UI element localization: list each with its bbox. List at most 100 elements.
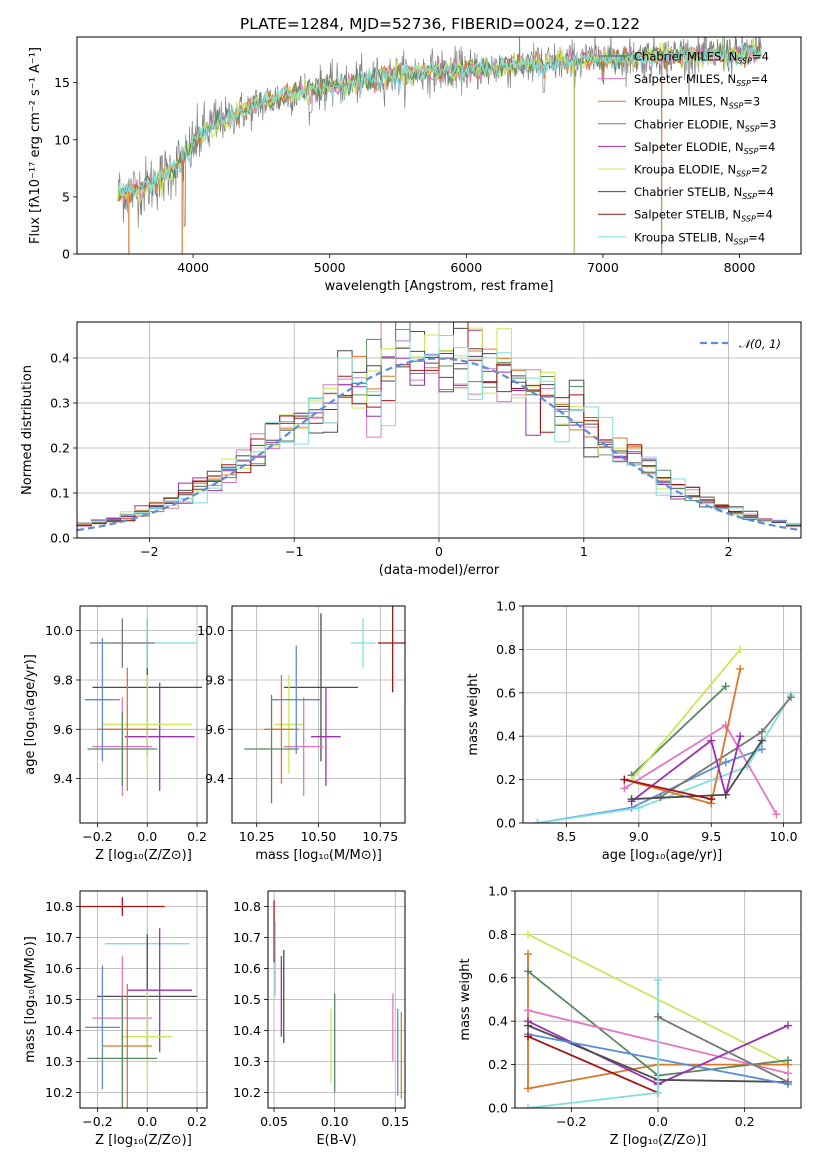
series-point bbox=[524, 1006, 532, 1015]
legend-sub: SSP bbox=[734, 237, 749, 246]
plot-area bbox=[533, 645, 795, 823]
legend-sub: SSP bbox=[745, 124, 760, 133]
legend-eq: = bbox=[751, 163, 761, 177]
panel-mass_weight_vs_age: 8.5 9.0 9.5 10.0 0.0 0.2 0.4 0.6 0.8 1.0 age [log₁… bbox=[466, 599, 802, 863]
axes-frame bbox=[79, 605, 208, 824]
series-point bbox=[524, 1104, 532, 1108]
x-tick-label: −1 bbox=[285, 544, 303, 559]
y-tick-label: 10.7 bbox=[45, 930, 73, 945]
y-tick-label: 10.5 bbox=[45, 992, 73, 1007]
panel-spectrum: 4000 5000 6000 7000 8000 0 5 10 15 wavelength [An… bbox=[28, 36, 802, 294]
legend-sub: SSP bbox=[744, 147, 759, 156]
series-point bbox=[736, 645, 745, 654]
y-tick-label: 10.8 bbox=[45, 899, 73, 914]
series-point bbox=[627, 775, 636, 784]
x-tick-label: −2 bbox=[140, 544, 158, 559]
legend-label: Salpeter STELIB, NSSP=4 bbox=[634, 208, 773, 224]
x-axis-label: Z [log₁₀(Z/Z⊙)] bbox=[95, 848, 192, 863]
legend-model-name: Chabrier ELODIE bbox=[634, 117, 729, 131]
y-tick-label: 9.4 bbox=[205, 771, 225, 786]
histogram-step bbox=[77, 322, 801, 538]
y-tick-label: 10.2 bbox=[233, 1085, 261, 1100]
y-axis-label: mass weight bbox=[458, 958, 473, 1040]
legend-label: Kroupa MILES, NSSP=3 bbox=[634, 95, 760, 111]
series-point bbox=[757, 727, 766, 736]
legend-sub: SSP bbox=[741, 215, 756, 224]
y-tick-label: 10.3 bbox=[45, 1054, 73, 1069]
series-point bbox=[524, 1021, 532, 1030]
series-point bbox=[721, 682, 730, 691]
y-tick-label: 10.5 bbox=[233, 992, 261, 1007]
x-tick-label: 0.0 bbox=[137, 1114, 157, 1129]
series-point bbox=[620, 775, 629, 784]
y-tick-label: 10.0 bbox=[45, 623, 73, 638]
legend-nssp-value: 4 bbox=[762, 50, 769, 64]
legend-n: N bbox=[727, 163, 736, 177]
legend-model-name: Salpeter STELIB bbox=[634, 208, 725, 222]
axes-frame bbox=[79, 890, 208, 1109]
x-tick-label: 0.10 bbox=[321, 1114, 349, 1129]
series-point bbox=[757, 736, 766, 745]
series-point bbox=[654, 975, 662, 984]
axes-frame bbox=[267, 890, 406, 1109]
legend-label: Salpeter MILES, NSSP=4 bbox=[634, 72, 768, 88]
x-tick-label: 10.50 bbox=[301, 829, 337, 844]
legend-separator: , bbox=[728, 140, 735, 154]
legend-nssp-value: 4 bbox=[758, 230, 765, 244]
x-tick-label: 6000 bbox=[450, 260, 482, 275]
y-tick-label: 0.6 bbox=[496, 685, 516, 700]
x-tick-label: 2 bbox=[725, 544, 733, 559]
x-tick-label: 10.0 bbox=[770, 829, 798, 844]
panel-residual_histogram: −2 −1 0 1 2 0.0 0.1 0.2 0.3 0.4 (data-model)/error… bbox=[20, 321, 802, 578]
plot-area bbox=[524, 930, 792, 1108]
y-tick-label: 0.4 bbox=[496, 729, 516, 744]
legend-eq: = bbox=[758, 140, 768, 154]
legend-model-name: Kroupa MILES bbox=[634, 95, 713, 109]
legend-n: N bbox=[720, 95, 729, 109]
legend-sub: SSP bbox=[742, 192, 757, 201]
legend-sub: SSP bbox=[736, 79, 751, 88]
series-point bbox=[524, 1032, 532, 1041]
y-tick-label: 0.2 bbox=[496, 772, 516, 787]
y-tick-label: 10.2 bbox=[45, 1085, 73, 1100]
legend-eq: = bbox=[752, 50, 762, 64]
y-tick-label: 0.4 bbox=[50, 351, 70, 366]
y-tick-label: 1.0 bbox=[496, 599, 516, 614]
series-point bbox=[620, 784, 629, 793]
legend-label: Chabrier STELIB, NSSP=4 bbox=[634, 185, 774, 201]
y-tick-label: 1.0 bbox=[488, 884, 508, 899]
legend-eq: = bbox=[760, 117, 770, 131]
legend-eq: = bbox=[756, 208, 766, 222]
plot-area bbox=[117, 37, 762, 254]
legend-model-name: Chabrier MILES bbox=[634, 50, 721, 64]
legend-n: N bbox=[732, 208, 741, 222]
y-tick-label: 0 bbox=[62, 247, 70, 262]
x-axis-label: mass [log₁₀(M/M⊙)] bbox=[255, 848, 382, 863]
series-point bbox=[634, 803, 643, 812]
panel-age_vs_mass: 10.25 10.50 10.75 9.4 9.6 9.8 10.0 mass [log₁₀(… bbox=[197, 605, 406, 863]
legend-eq: = bbox=[748, 230, 758, 244]
y-tick-label: 5 bbox=[62, 189, 70, 204]
legend-nssp-value: 4 bbox=[765, 208, 772, 222]
axes-frame bbox=[514, 890, 802, 1109]
legend-sub: SSP bbox=[737, 57, 752, 66]
legend-nssp-value: 4 bbox=[767, 185, 774, 199]
x-axis-label: wavelength [Angstrom, rest frame] bbox=[325, 279, 554, 294]
series-point bbox=[524, 967, 532, 976]
y-tick-label: 0.6 bbox=[488, 970, 508, 985]
x-axis-label: E(B-V) bbox=[316, 1133, 356, 1148]
x-tick-label: 8.5 bbox=[556, 829, 576, 844]
legend-model-name: Chabrier STELIB bbox=[634, 185, 726, 199]
series-point bbox=[784, 1077, 792, 1086]
legend-sub: SSP bbox=[729, 102, 744, 111]
x-tick-label: 0.0 bbox=[648, 1114, 668, 1129]
x-axis-label: (data-model)/error bbox=[379, 563, 500, 578]
x-tick-label: 0.2 bbox=[187, 1114, 207, 1129]
series-point bbox=[654, 1088, 662, 1097]
x-tick-label: 0 bbox=[435, 544, 443, 559]
series-point bbox=[627, 795, 636, 804]
series-line bbox=[660, 696, 792, 798]
series-point bbox=[784, 1069, 792, 1078]
axes-frame bbox=[231, 605, 406, 824]
